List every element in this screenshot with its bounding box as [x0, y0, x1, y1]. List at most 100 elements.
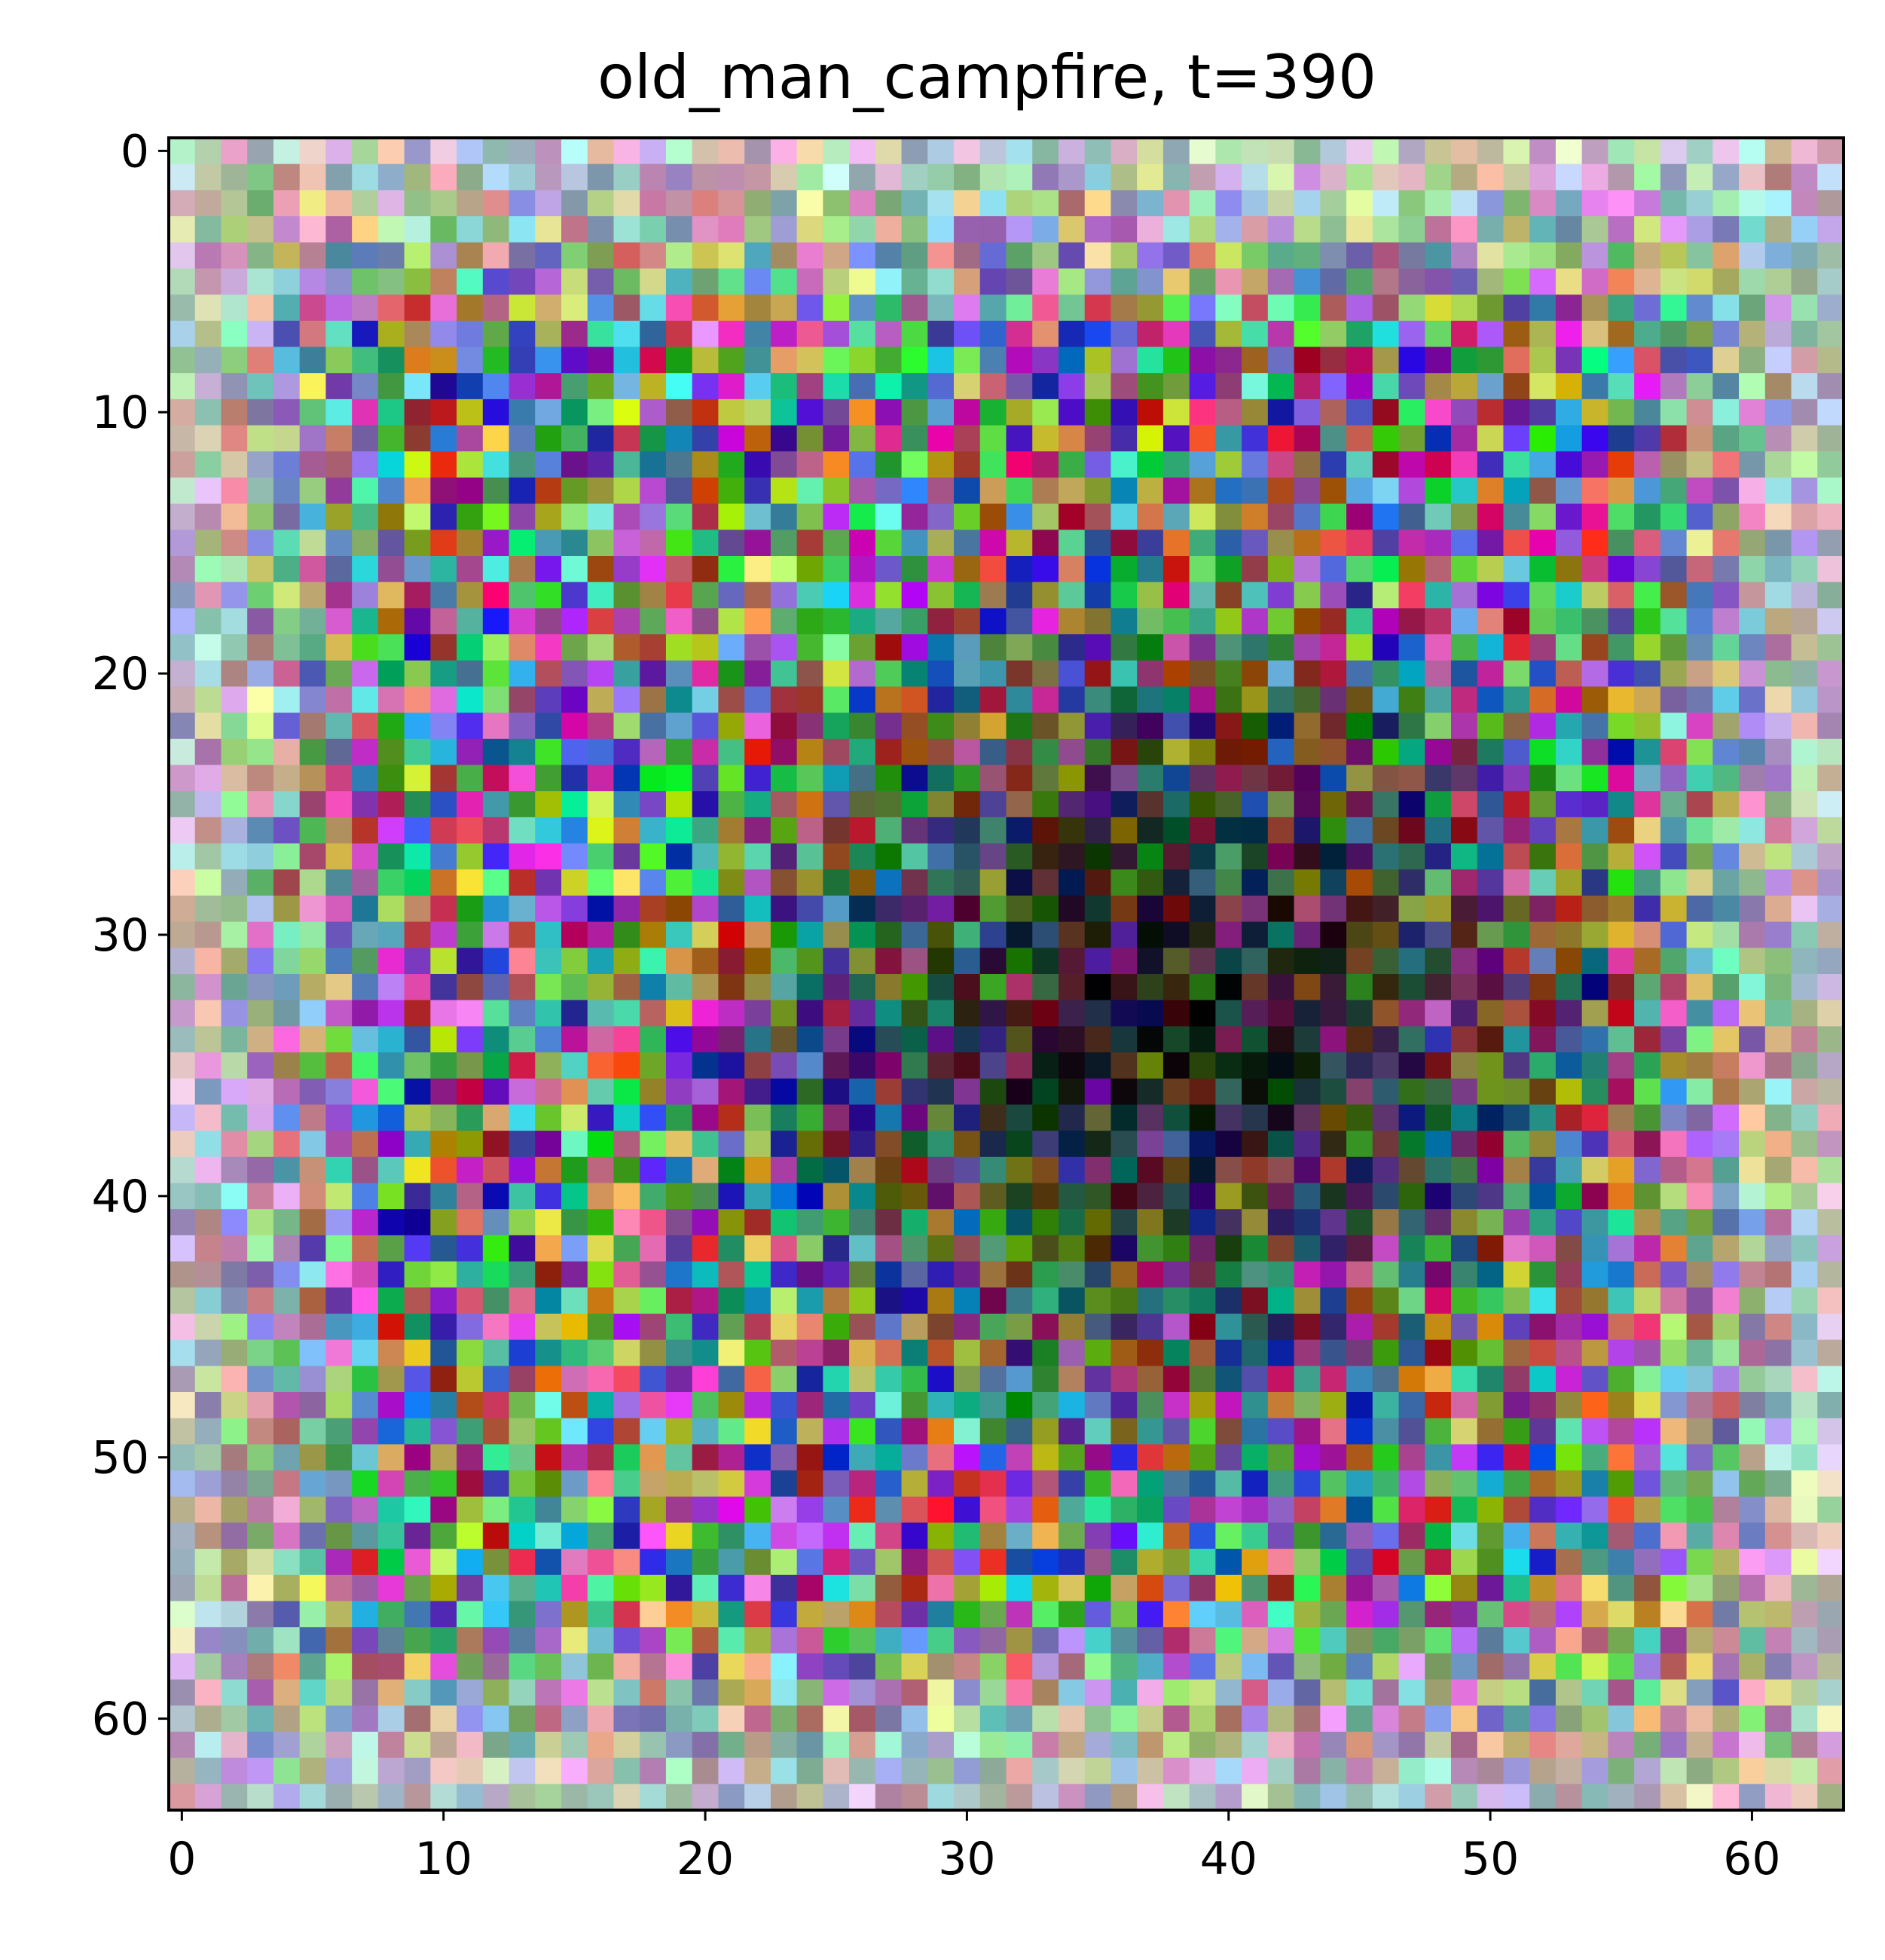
image-pixel: [352, 1209, 378, 1235]
image-pixel: [875, 1601, 902, 1628]
image-pixel: [849, 1079, 875, 1105]
image-pixel: [1294, 765, 1321, 792]
image-pixel: [195, 765, 221, 792]
image-pixel: [300, 190, 326, 216]
image-pixel: [640, 1079, 666, 1105]
image-pixel: [980, 1758, 1007, 1784]
image-pixel: [300, 713, 326, 739]
image-pixel: [352, 869, 378, 896]
image-pixel: [1059, 844, 1085, 870]
image-pixel: [1190, 1680, 1216, 1706]
image-pixel: [273, 817, 300, 844]
image-pixel: [1608, 216, 1634, 243]
image-pixel: [1085, 1575, 1111, 1601]
image-pixel: [1032, 765, 1059, 792]
image-pixel: [666, 1026, 692, 1052]
image-pixel: [744, 582, 771, 609]
image-pixel: [1556, 1314, 1582, 1340]
image-pixel: [1477, 1601, 1504, 1628]
image-pixel: [195, 869, 221, 896]
image-pixel: [509, 373, 536, 399]
image-pixel: [1137, 530, 1163, 556]
image-pixel: [247, 1627, 273, 1653]
image-pixel: [875, 1000, 902, 1027]
image-pixel: [457, 1392, 483, 1418]
image-pixel: [169, 216, 195, 243]
image-pixel: [1425, 321, 1451, 347]
image-pixel: [1268, 765, 1294, 792]
image-pixel: [744, 138, 771, 164]
image-pixel: [405, 1287, 431, 1314]
image-pixel: [1320, 426, 1346, 452]
image-pixel: [797, 138, 823, 164]
image-pixel: [875, 243, 902, 269]
image-pixel: [1137, 974, 1163, 1000]
image-pixel: [1687, 1575, 1713, 1601]
image-pixel: [1373, 948, 1399, 974]
image-pixel: [457, 765, 483, 792]
image-pixel: [1582, 138, 1609, 164]
image-pixel: [1085, 216, 1111, 243]
image-pixel: [823, 869, 849, 896]
image-pixel: [1503, 1732, 1529, 1758]
image-pixel: [718, 1758, 744, 1784]
image-pixel: [1503, 190, 1529, 216]
image-pixel: [1739, 1000, 1765, 1027]
image-pixel: [1215, 1131, 1242, 1157]
image-pixel: [1529, 1522, 1556, 1549]
image-pixel: [457, 817, 483, 844]
image-pixel: [1817, 451, 1844, 478]
image-pixel: [1294, 1549, 1321, 1575]
image-pixel: [1190, 1470, 1216, 1497]
image-pixel: [744, 1104, 771, 1131]
image-pixel: [1294, 373, 1321, 399]
image-pixel: [1582, 295, 1609, 321]
image-pixel: [535, 869, 561, 896]
image-pixel: [640, 1104, 666, 1131]
image-pixel: [1268, 399, 1294, 426]
image-pixel: [927, 295, 954, 321]
image-pixel: [1608, 1522, 1634, 1549]
image-pixel: [1765, 268, 1792, 295]
image-pixel: [1687, 869, 1713, 896]
image-pixel: [1007, 1079, 1033, 1105]
image-pixel: [1739, 399, 1765, 426]
image-pixel: [927, 661, 954, 687]
image-pixel: [1346, 373, 1373, 399]
image-pixel: [1608, 1366, 1634, 1392]
image-pixel: [1765, 1680, 1792, 1706]
image-pixel: [640, 164, 666, 191]
image-pixel: [300, 791, 326, 817]
image-pixel: [1137, 948, 1163, 974]
image-pixel: [613, 1287, 640, 1314]
image-pixel: [405, 1104, 431, 1131]
image-pixel: [1425, 713, 1451, 739]
image-pixel: [1582, 896, 1609, 922]
image-pixel: [273, 713, 300, 739]
image-pixel: [169, 1680, 195, 1706]
image-pixel: [1320, 268, 1346, 295]
image-pixel: [1111, 504, 1137, 530]
image-pixel: [1320, 399, 1346, 426]
image-pixel: [1556, 504, 1582, 530]
image-pixel: [1007, 1601, 1033, 1628]
image-pixel: [509, 1026, 536, 1052]
image-pixel: [980, 1209, 1007, 1235]
image-pixel: [1477, 399, 1504, 426]
image-pixel: [1190, 869, 1216, 896]
image-pixel: [613, 1131, 640, 1157]
image-pixel: [273, 1497, 300, 1523]
image-pixel: [1792, 1470, 1818, 1497]
image-pixel: [1137, 556, 1163, 582]
image-pixel: [457, 1758, 483, 1784]
image-pixel: [1477, 347, 1504, 374]
image-pixel: [823, 608, 849, 634]
image-pixel: [771, 1549, 797, 1575]
image-pixel: [1608, 869, 1634, 896]
image-pixel: [1242, 1549, 1268, 1575]
image-pixel: [823, 1653, 849, 1680]
image-pixel: [875, 948, 902, 974]
image-pixel: [1660, 686, 1687, 713]
image-pixel: [1765, 1183, 1792, 1210]
image-pixel: [849, 1052, 875, 1079]
